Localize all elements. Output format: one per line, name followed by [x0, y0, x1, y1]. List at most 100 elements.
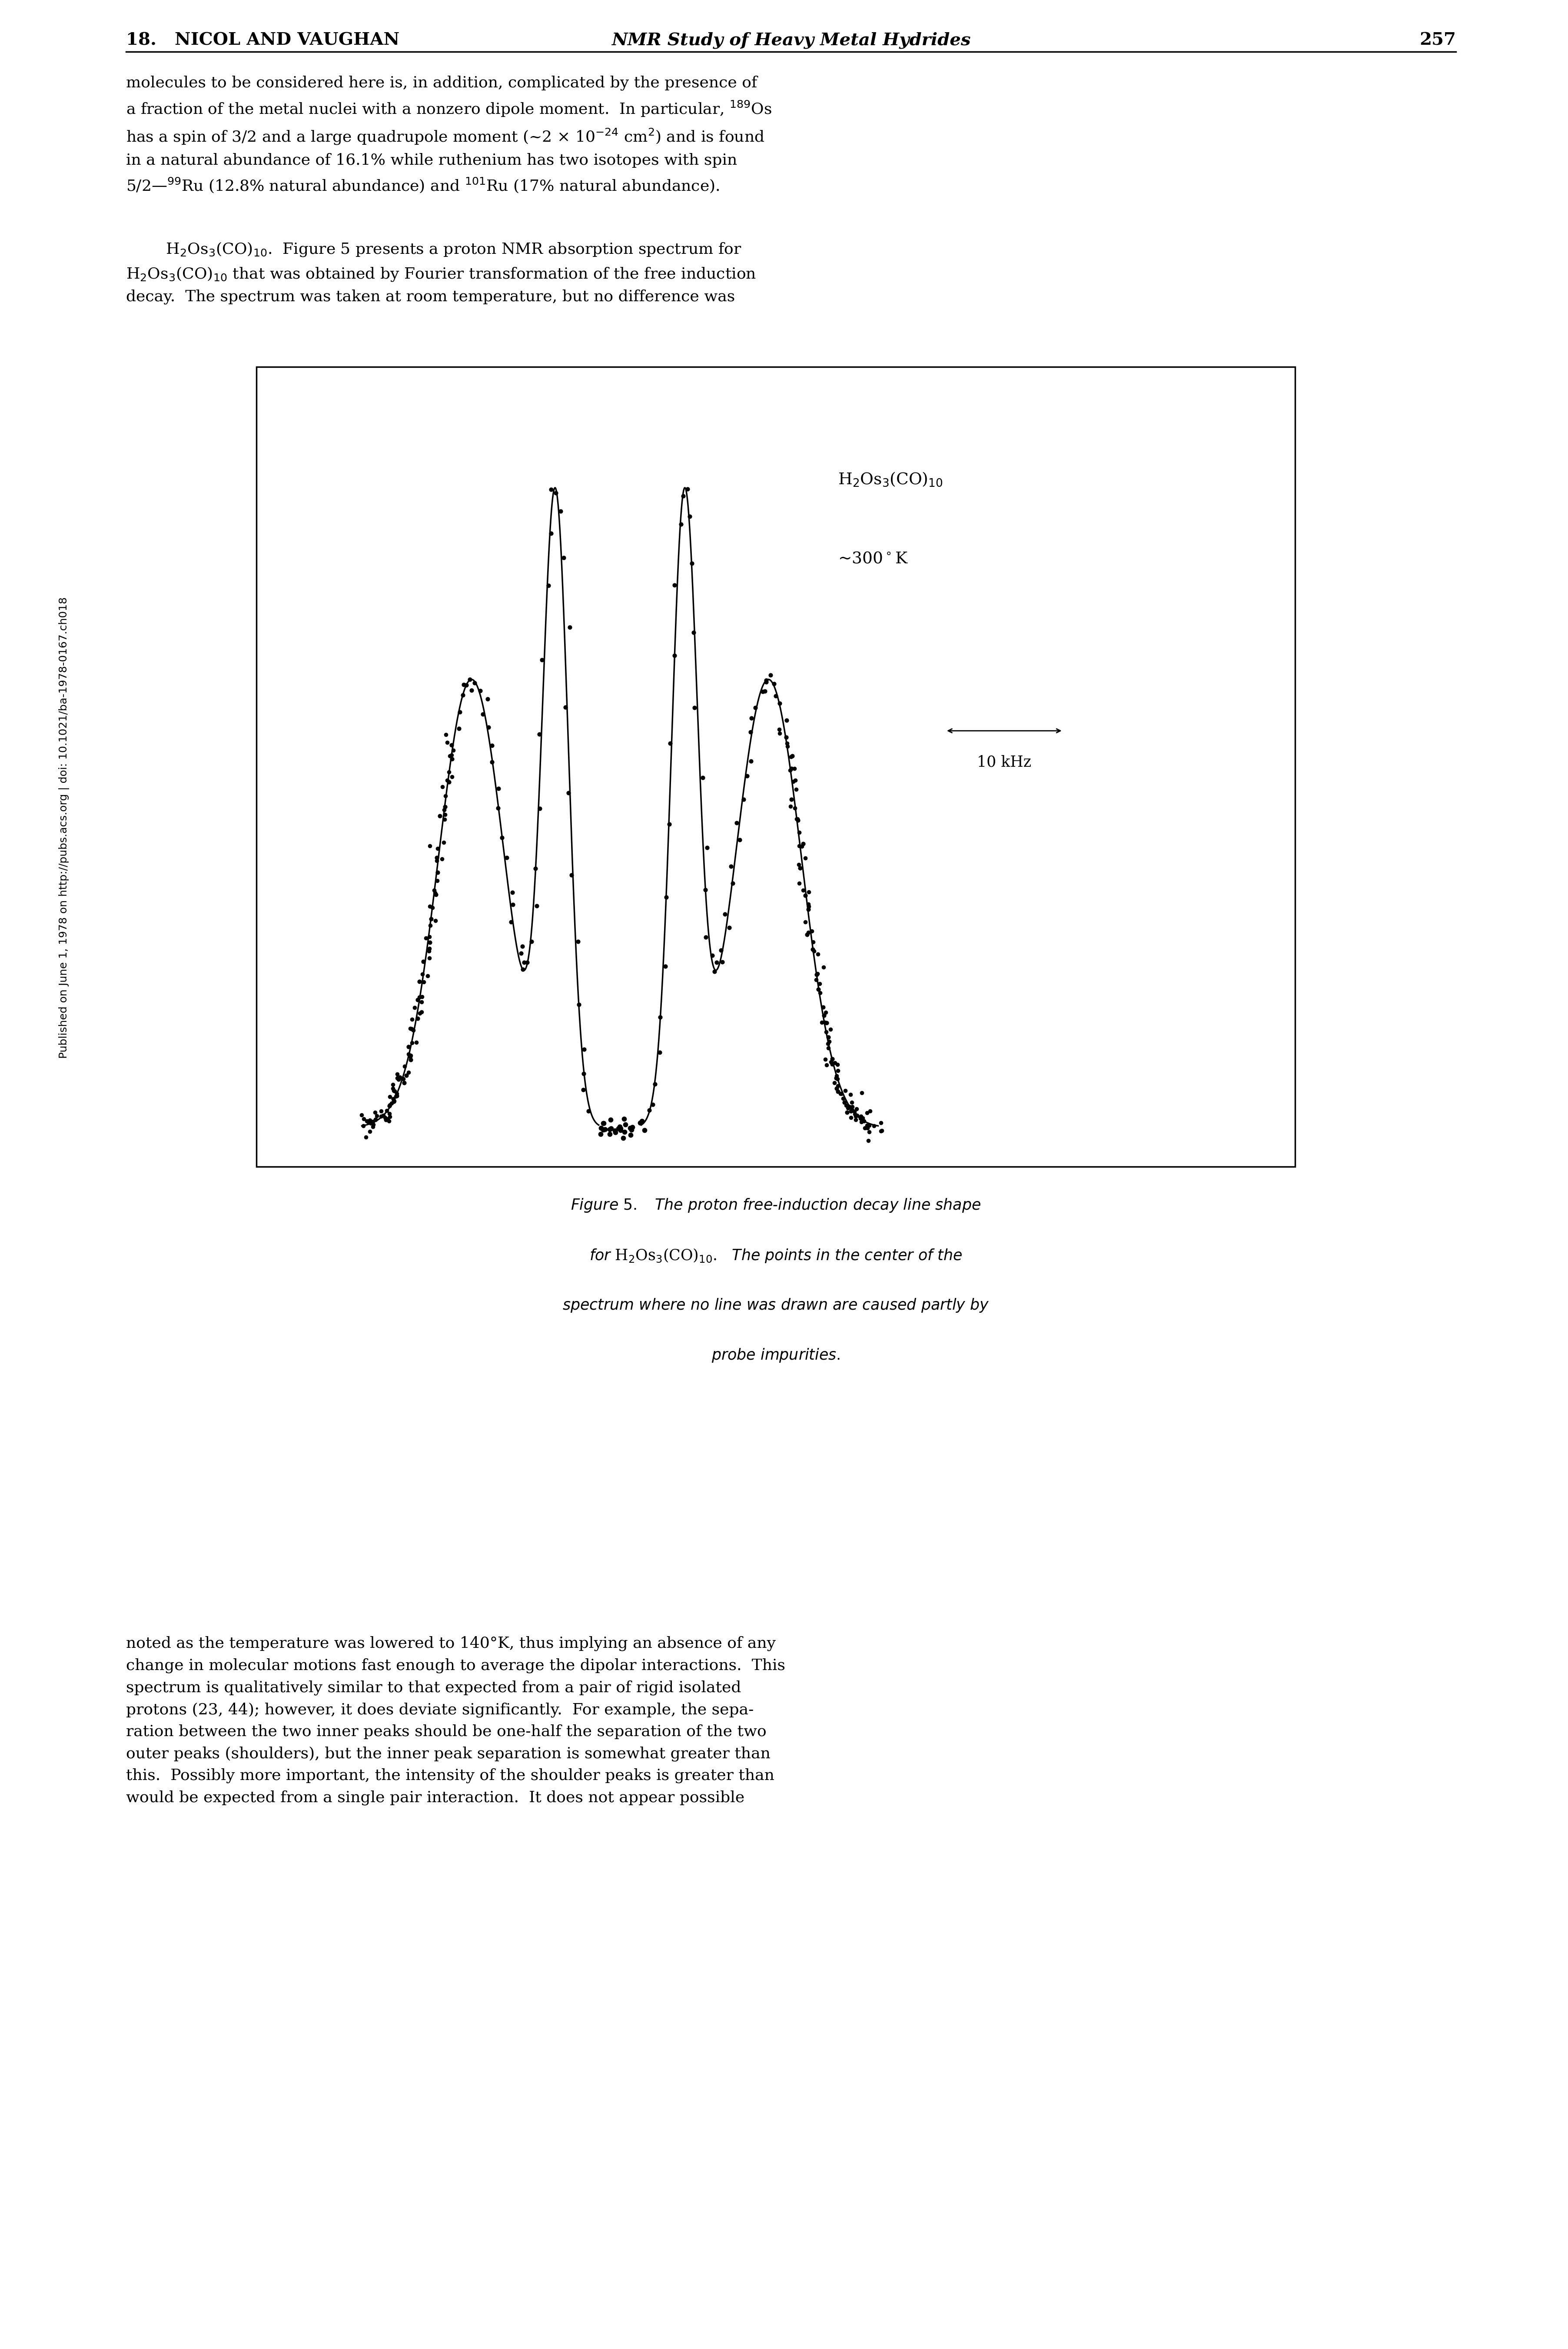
Point — [850, 1099, 875, 1137]
Point — [597, 1102, 622, 1139]
Point — [855, 1106, 880, 1144]
Point — [844, 1102, 869, 1139]
Point — [811, 949, 836, 987]
Point — [597, 1116, 622, 1153]
Point — [842, 1092, 867, 1130]
Point — [439, 740, 464, 778]
Point — [384, 1076, 409, 1113]
Point — [842, 1095, 867, 1132]
Point — [500, 886, 525, 923]
Point — [806, 935, 831, 972]
Point — [833, 1071, 858, 1109]
Point — [433, 778, 458, 815]
Point — [417, 930, 442, 968]
Point — [793, 839, 818, 876]
Point — [510, 928, 535, 965]
Point — [426, 796, 452, 834]
Point — [403, 1024, 428, 1062]
Point — [425, 829, 450, 867]
Point — [417, 923, 442, 961]
Point — [539, 470, 564, 507]
Text: Published on June 1, 1978 on http://pubs.acs.org | doi: 10.1021/ba-1978-0167.ch0: Published on June 1, 1978 on http://pubs… — [60, 597, 69, 1059]
Point — [779, 749, 804, 787]
Point — [398, 1036, 423, 1073]
Point — [437, 738, 463, 775]
Point — [787, 850, 812, 888]
Point — [652, 947, 677, 984]
Point — [648, 1034, 673, 1071]
Point — [434, 723, 459, 761]
Point — [848, 1104, 873, 1142]
Point — [575, 1092, 601, 1130]
Point — [781, 763, 806, 801]
Point — [808, 965, 833, 1003]
Point — [822, 1064, 847, 1102]
Point — [608, 1109, 633, 1146]
Point — [779, 738, 804, 775]
Point — [411, 942, 436, 980]
Point — [855, 1109, 880, 1146]
Point — [405, 1001, 430, 1038]
Point — [831, 1083, 856, 1120]
Point — [588, 1116, 613, 1153]
Point — [797, 886, 822, 923]
Point — [815, 1024, 840, 1062]
Point — [856, 1106, 881, 1144]
Point — [795, 916, 820, 954]
Point — [384, 1076, 409, 1113]
Point — [709, 933, 734, 970]
Point — [452, 665, 477, 702]
Point — [784, 801, 809, 839]
Point — [699, 937, 724, 975]
Point — [818, 1043, 844, 1081]
Point — [458, 660, 483, 698]
Point — [398, 1038, 423, 1076]
Point — [527, 716, 552, 754]
Point — [640, 1085, 665, 1123]
Point — [480, 726, 505, 763]
Point — [815, 1019, 840, 1057]
Point — [361, 1102, 386, 1139]
Point — [809, 1003, 834, 1041]
Point — [591, 1104, 616, 1142]
Point — [436, 763, 461, 801]
Text: noted as the temperature was lowered to 140°K, thus implying an absence of any
c: noted as the temperature was lowered to … — [125, 1637, 786, 1806]
Point — [425, 839, 450, 876]
Point — [409, 994, 434, 1031]
Point — [718, 848, 743, 886]
Point — [434, 761, 459, 799]
Point — [543, 474, 568, 512]
Point — [767, 709, 792, 747]
Point — [390, 1059, 416, 1097]
Point — [381, 1083, 406, 1120]
Point — [608, 1111, 633, 1149]
Point — [571, 1071, 596, 1109]
Point — [869, 1111, 894, 1149]
Point — [814, 1012, 839, 1050]
Point — [417, 940, 442, 977]
Point — [368, 1097, 394, 1135]
Point — [610, 1118, 635, 1156]
Point — [470, 695, 495, 733]
Point — [695, 829, 720, 867]
Point — [782, 749, 808, 787]
Point — [397, 1029, 422, 1066]
Point — [731, 780, 756, 817]
Point — [417, 888, 442, 926]
Point — [588, 1109, 613, 1146]
Point — [368, 1092, 394, 1130]
Text: 257: 257 — [1419, 33, 1455, 49]
Point — [850, 1073, 875, 1111]
Point — [643, 1064, 668, 1102]
Point — [762, 665, 787, 702]
Point — [869, 1104, 894, 1142]
Point — [837, 1076, 862, 1113]
Point — [453, 667, 478, 705]
Point — [422, 871, 447, 909]
Point — [814, 1003, 839, 1041]
Point — [494, 839, 519, 876]
Text: NMR Study of Heavy Metal Hydrides: NMR Study of Heavy Metal Hydrides — [612, 33, 971, 49]
Point — [613, 1106, 638, 1144]
Point — [828, 1076, 853, 1113]
Point — [475, 709, 500, 747]
